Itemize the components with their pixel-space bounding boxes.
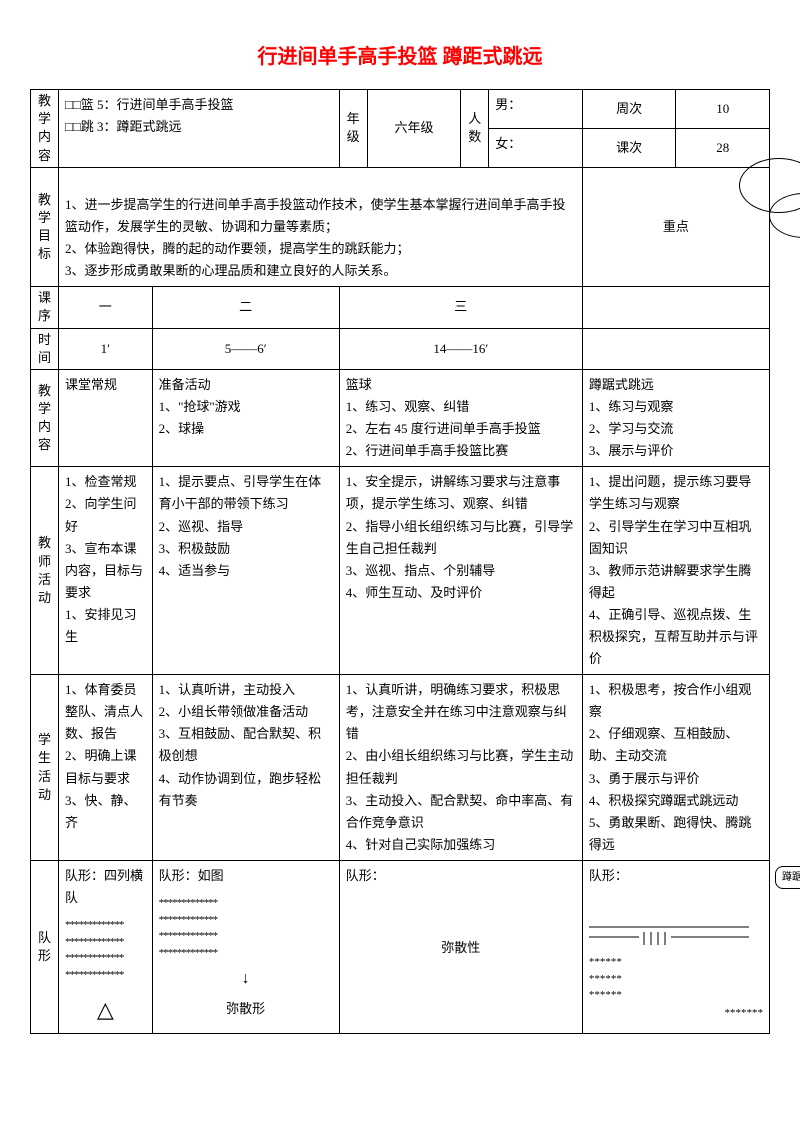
time-4 (582, 328, 769, 369)
content-label: 教学内容 (31, 369, 59, 466)
formation-label: 队形 (31, 860, 59, 1033)
lesson-plan-table: 教学内容 □□篮 5：行进间单手高手投篮 □□跳 3：蹲距式跳远 年级 六年级 … (30, 89, 770, 1034)
formation-1-rows: ************* ************* ************… (65, 917, 146, 983)
lesson-value: 28 (676, 128, 770, 167)
formation-4-header: 队形： (589, 865, 763, 887)
content-1: 课堂常规 (59, 369, 153, 466)
formation-1-header: 队形：四列横队 (65, 865, 146, 909)
triangle-icon: △ (65, 991, 146, 1028)
formation-1: 队形：四列横队 ************* ************* ****… (59, 860, 153, 1033)
seq-4 (582, 287, 769, 328)
subject-label: 教学内容 (31, 90, 59, 168)
grade-value: 六年级 (367, 90, 461, 168)
student-3: 1、认真听讲，明确练习要求，积极思考，注意安全并在练习中注意观察与纠错 2、由小… (339, 675, 582, 861)
grade-label: 年级 (339, 90, 367, 168)
female-label: 女： (489, 128, 583, 167)
male-label: 男： (489, 90, 583, 129)
formation-3-center: 弥散性 (346, 937, 576, 959)
content-3: 篮球 1、练习、观察、纠错 2、左右 45 度行进间单手高手投篮 2、行进间单手… (339, 369, 582, 466)
teacher-4: 1、提出问题，提示练习要导学生练习与观察 2、引导学生在学习中互相巩固知识 3、… (582, 467, 769, 675)
teacher-1: 1、检查常规 2、向学生问好 3、宣布本课内容，目标与要求 1、安排见习生 (59, 467, 153, 675)
formation-4-rows: ****** ****** ****** (589, 954, 763, 1004)
formation-3-header: 队形： (346, 865, 576, 887)
formation-2-bottom: 弥散形 (159, 998, 333, 1020)
time-2: 5——6′ (152, 328, 339, 369)
content-2: 准备活动 1、"抢球"游戏 2、球操 (152, 369, 339, 466)
seq-3: 三 (339, 287, 582, 328)
seq-label: 课序 (31, 287, 59, 328)
key-label-cell: 重点 (582, 167, 769, 286)
time-label: 时间 (31, 328, 59, 369)
week-value: 10 (676, 90, 770, 129)
goals-text-content: 1、进一步提高学生的行进间单手高手投篮动作技术，使学生基本掌握行进间单手高手投篮… (65, 197, 566, 278)
formation-2: 队形：如图 ************* ************* ******… (152, 860, 339, 1033)
formation-4-speech: 蹲踞区 (775, 866, 800, 889)
teacher-3: 1、安全提示，讲解练习要求与注意事项，提示学生练习、观察、纠错 2、指导小组长组… (339, 467, 582, 675)
formation-2-rows: ************* ************* ************… (159, 895, 333, 961)
content-4: 蹲踞式跳远 1、练习与观察 2、学习与交流 3、展示与评价 (582, 369, 769, 466)
page-title: 行进间单手高手投篮 蹲距式跳远 (30, 40, 770, 69)
formation-4-right: ******* (589, 1004, 763, 1023)
formation-3: 队形： 弥散性 (339, 860, 582, 1033)
time-3: 14——16′ (339, 328, 582, 369)
student-2: 1、认真听讲，主动投入 2、小组长带领做准备活动 3、互相鼓励、配合默契、积极创… (152, 675, 339, 861)
formation-4: 队形： 蹲踞区 ****** ****** ****** ******* (582, 860, 769, 1033)
arrow-down-icon: ↓ (159, 965, 333, 992)
seq-2: 二 (152, 287, 339, 328)
student-label: 学生活动 (31, 675, 59, 861)
lesson-label: 课次 (582, 128, 676, 167)
subject-text: □□篮 5：行进间单手高手投篮 □□跳 3：蹲距式跳远 (59, 90, 340, 168)
time-1: 1′ (59, 328, 153, 369)
student-1: 1、体育委员整队、清点人数、报告 2、明确上课目标与要求 3、快、静、齐 (59, 675, 153, 861)
week-label: 周次 (582, 90, 676, 129)
teacher-label: 教师活动 (31, 467, 59, 675)
seq-1: 一 (59, 287, 153, 328)
count-label: 人数 (461, 90, 489, 168)
student-4: 1、积极思考，按合作小组观察 2、仔细观察、互相鼓励、助、主动交流 3、勇于展示… (582, 675, 769, 861)
goals-text: 1、进一步提高学生的行进间单手高手投篮动作技术，使学生基本掌握行进间单手高手投篮… (59, 167, 583, 286)
formation-lines-icon (589, 917, 709, 947)
formation-2-header: 队形：如图 (159, 865, 333, 887)
goals-label: 教学目标 (31, 167, 59, 286)
key-label: 重点 (663, 219, 689, 234)
teacher-2: 1、提示要点、引导学生在体育小干部的带领下练习 2、巡视、指导 3、积极鼓励 4… (152, 467, 339, 675)
